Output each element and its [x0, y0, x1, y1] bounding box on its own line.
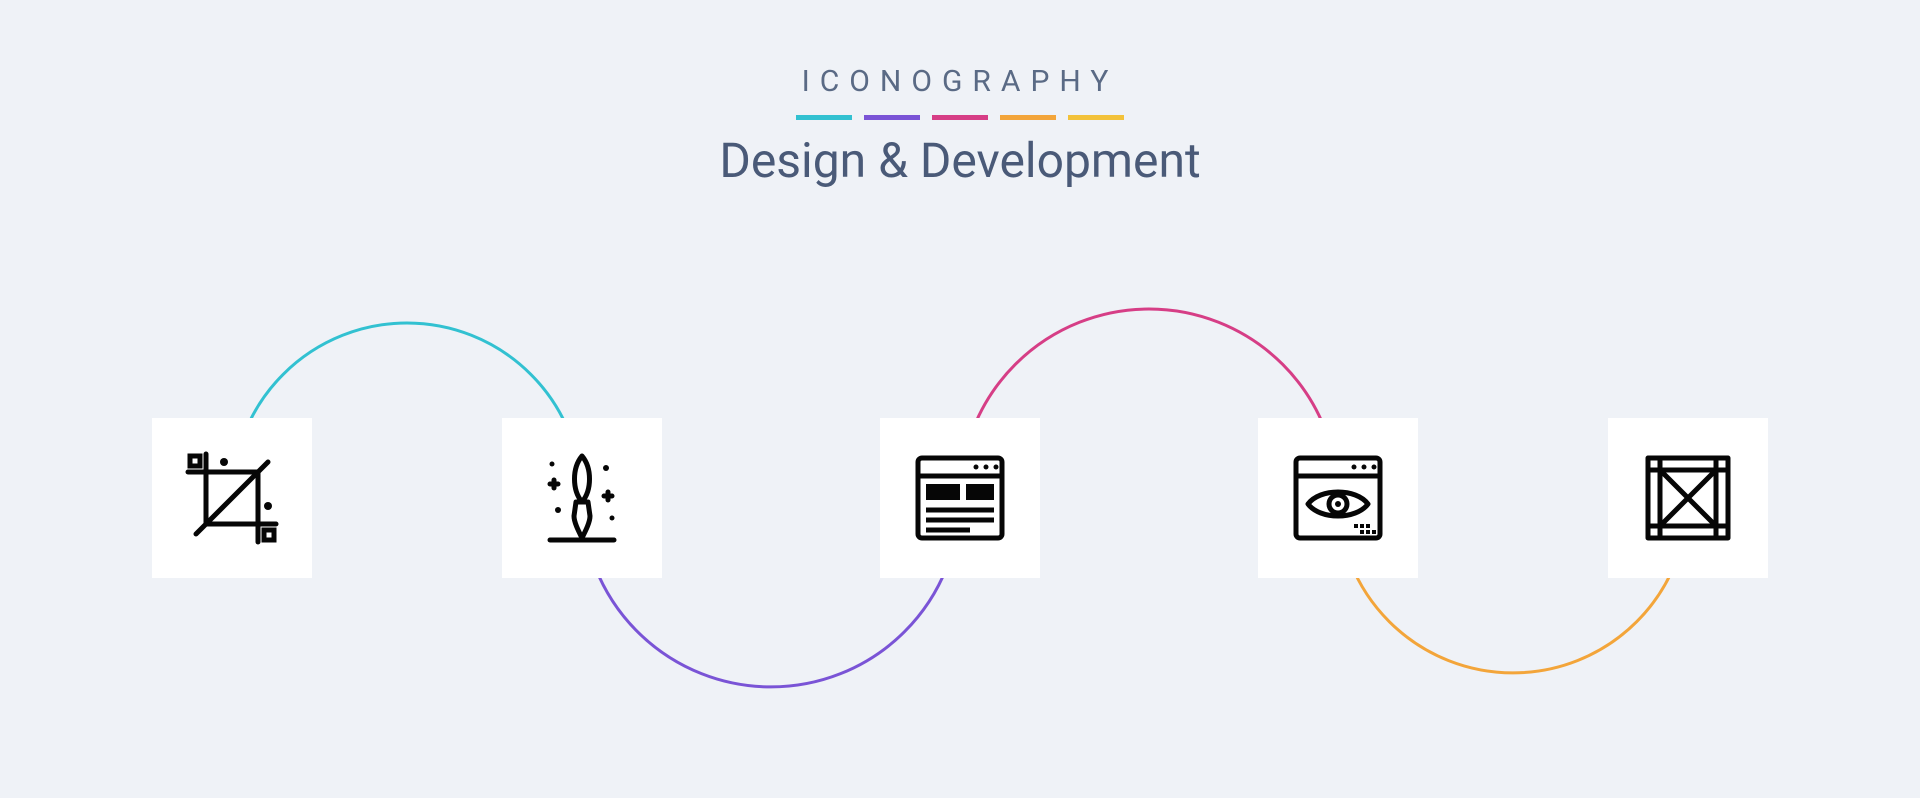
web-layout-icon [910, 448, 1010, 548]
palette-bars [0, 115, 1920, 120]
palette-bar [1068, 115, 1124, 120]
palette-bar [796, 115, 852, 120]
icon-card [880, 418, 1040, 578]
set-title: Design & Development [0, 132, 1920, 189]
icon-card [502, 418, 662, 578]
crate-icon [1638, 448, 1738, 548]
crop-icon [182, 448, 282, 548]
icon-card [152, 418, 312, 578]
palette-bar [932, 115, 988, 120]
icon-card [1608, 418, 1768, 578]
brand: ICONOGRAPHY [0, 64, 1920, 99]
header: ICONOGRAPHY Design & Development [0, 64, 1920, 189]
browser-eye-icon [1288, 448, 1388, 548]
icon-card [1258, 418, 1418, 578]
palette-bar [864, 115, 920, 120]
palette-bar [1000, 115, 1056, 120]
brush-icon [532, 448, 632, 548]
